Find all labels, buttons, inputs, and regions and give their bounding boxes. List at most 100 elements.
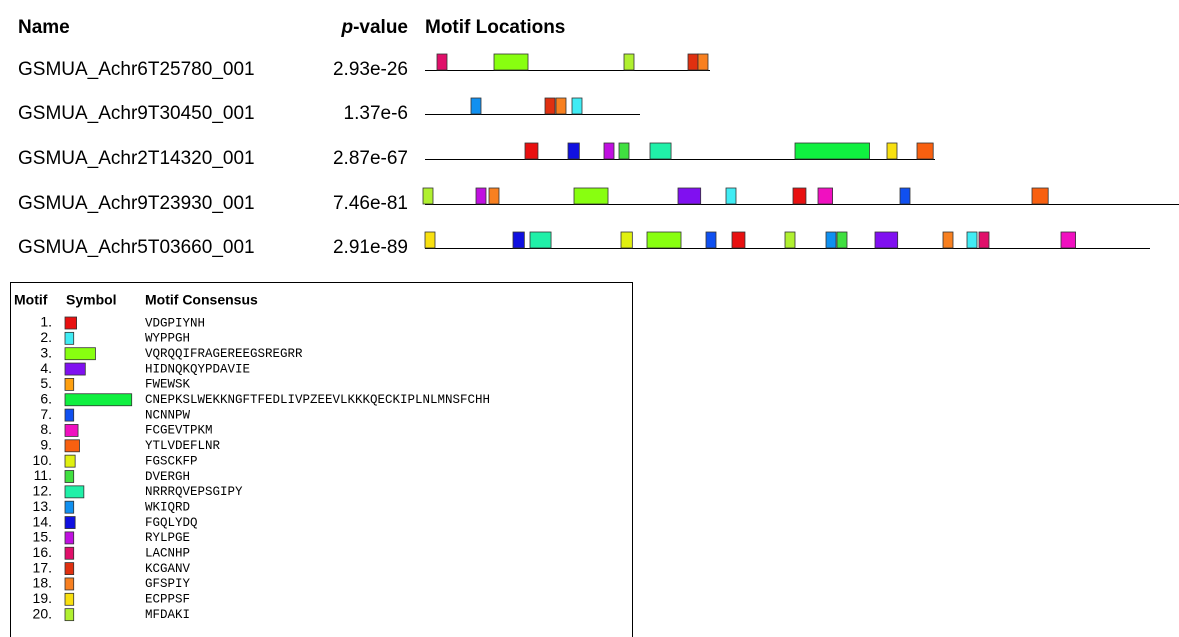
pvalue: 1.37e-6 bbox=[344, 103, 408, 124]
motif-number: 12. bbox=[33, 483, 52, 499]
sequence-name: GSMUA_Achr2T14320_001 bbox=[18, 148, 255, 169]
motif-symbol bbox=[64, 546, 75, 560]
motif-box bbox=[794, 142, 870, 160]
motif-box bbox=[618, 142, 630, 160]
motif-box bbox=[677, 187, 702, 205]
motif-box bbox=[567, 142, 580, 160]
motif-number: 10. bbox=[33, 452, 52, 468]
motif-box bbox=[620, 231, 633, 249]
motif-box bbox=[705, 231, 717, 249]
pvalue: 7.46e-81 bbox=[333, 193, 408, 214]
motif-box bbox=[571, 97, 583, 115]
legend-consensus-header: Motif Consensus bbox=[145, 292, 258, 308]
motif-consensus: WYPPGH bbox=[145, 332, 190, 346]
motif-number: 15. bbox=[33, 529, 52, 545]
motif-number: 1. bbox=[40, 314, 52, 330]
motif-box bbox=[1060, 231, 1076, 249]
motif-number: 13. bbox=[33, 498, 52, 514]
motif-box bbox=[792, 187, 807, 205]
motif-consensus: FGSCKFP bbox=[145, 454, 198, 468]
sequence-name: GSMUA_Achr6T25780_001 bbox=[18, 59, 255, 80]
motif-box bbox=[512, 231, 525, 249]
motif-consensus: DVERGH bbox=[145, 470, 190, 484]
motif-box bbox=[966, 231, 978, 249]
motif-box bbox=[529, 231, 552, 249]
sequence-name: GSMUA_Achr9T30450_001 bbox=[18, 103, 255, 124]
motif-box bbox=[886, 142, 898, 160]
sequence-name: GSMUA_Achr9T23930_001 bbox=[18, 193, 255, 214]
motif-box bbox=[493, 53, 529, 71]
value-text: -value bbox=[353, 17, 408, 38]
motif-box bbox=[470, 97, 482, 115]
name-header: Name bbox=[18, 17, 70, 38]
motif-consensus: MFDAKI bbox=[145, 608, 190, 622]
legend-frame bbox=[10, 282, 633, 637]
motif-consensus: KCGANV bbox=[145, 562, 191, 576]
motif-symbol bbox=[64, 424, 79, 437]
motif-box bbox=[544, 97, 556, 115]
motif-symbol bbox=[64, 393, 133, 407]
motif-number: 16. bbox=[33, 544, 52, 560]
motif-number: 20. bbox=[33, 605, 52, 621]
motif-consensus: FGQLYDQ bbox=[145, 516, 198, 530]
motif-number: 9. bbox=[40, 437, 52, 453]
motif-symbol bbox=[64, 362, 86, 376]
motif-number: 7. bbox=[40, 406, 52, 422]
motif-box bbox=[475, 187, 487, 205]
motif-consensus: LACNHP bbox=[145, 547, 190, 561]
motif-number: 11. bbox=[34, 467, 52, 483]
motif-box bbox=[424, 231, 436, 249]
pvalue: 2.87e-67 bbox=[333, 148, 408, 169]
motif-number: 4. bbox=[40, 360, 52, 376]
motif-box bbox=[825, 231, 837, 249]
motif-symbol bbox=[64, 562, 75, 575]
motif-box bbox=[603, 142, 615, 160]
motif-box bbox=[555, 97, 567, 115]
motif-box bbox=[436, 53, 448, 71]
pvalue: 2.93e-26 bbox=[333, 59, 408, 80]
motif-symbol bbox=[64, 408, 75, 422]
motif-symbol bbox=[64, 454, 76, 468]
motif-symbol bbox=[64, 592, 75, 606]
motif-box bbox=[817, 187, 833, 205]
pvalue: 2.91e-89 bbox=[333, 237, 408, 258]
motif-box bbox=[916, 142, 934, 160]
motif-number: 19. bbox=[33, 590, 52, 606]
motif-consensus: VDGPIYNH bbox=[145, 316, 205, 330]
motif-box bbox=[725, 187, 737, 205]
motif-number: 5. bbox=[40, 375, 52, 391]
motif-consensus: YTLVDEFLNR bbox=[145, 439, 221, 453]
motif-box bbox=[978, 231, 990, 249]
legend-symbol-header: Symbol bbox=[66, 292, 117, 308]
motif-number: 18. bbox=[33, 575, 52, 591]
motif-consensus: GFSPIY bbox=[145, 577, 191, 591]
motif-symbol bbox=[64, 316, 78, 330]
motif-symbol bbox=[64, 470, 75, 483]
motif-box bbox=[784, 231, 796, 249]
motif-symbol bbox=[64, 439, 80, 453]
motif-symbol bbox=[64, 577, 75, 591]
motif-box bbox=[687, 53, 699, 71]
motif-box bbox=[836, 231, 848, 249]
motif-symbol bbox=[64, 347, 96, 361]
motif-consensus: HIDNQKQYPDAVIE bbox=[145, 362, 250, 376]
motif-number: 8. bbox=[40, 421, 52, 437]
motif-consensus: RYLPGE bbox=[145, 531, 190, 545]
motif-consensus: VQRQQIFRAGEREEGSREGRR bbox=[145, 347, 303, 361]
motif-box bbox=[697, 53, 709, 71]
motif-symbol bbox=[64, 377, 75, 391]
p-italic: p bbox=[340, 17, 353, 38]
motif-consensus: FCGEVTPKM bbox=[145, 424, 213, 438]
motif-number: 6. bbox=[40, 390, 52, 406]
motif-box bbox=[942, 231, 954, 249]
motif-number: 17. bbox=[33, 559, 52, 575]
motif-symbol bbox=[64, 500, 75, 514]
motif-consensus: NRRRQVEPSGIPY bbox=[145, 485, 243, 499]
motif-symbol bbox=[64, 516, 76, 529]
motif-consensus: WKIQRD bbox=[145, 500, 190, 514]
motif-number: 14. bbox=[33, 513, 52, 529]
locations-header: Motif Locations bbox=[425, 17, 565, 38]
motif-box bbox=[731, 231, 746, 249]
motif-symbol bbox=[64, 485, 85, 499]
